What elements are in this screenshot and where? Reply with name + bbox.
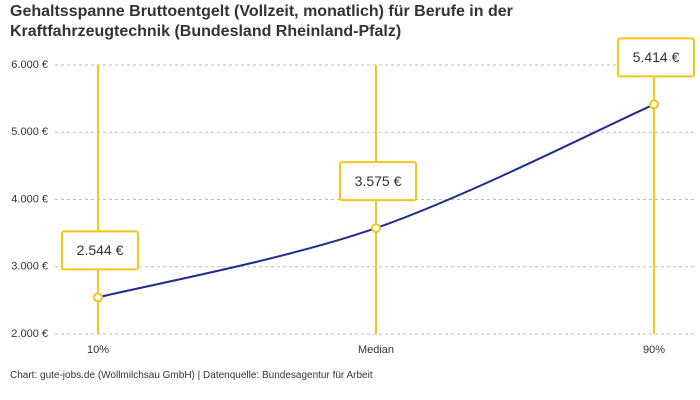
value-label-box bbox=[617, 37, 695, 78]
y-tick-label: 2.000 € bbox=[11, 328, 48, 340]
y-tick-label: 6.000 € bbox=[11, 59, 48, 71]
point bbox=[371, 223, 381, 234]
y-tick-label: 5.000 € bbox=[11, 126, 48, 138]
point bbox=[649, 99, 659, 110]
value-label: 3.575 € bbox=[355, 173, 402, 189]
value-label: 2.544 € bbox=[77, 242, 124, 258]
source-note: Chart: gute-jobs.de (Wollmilchsau GmbH) … bbox=[10, 370, 373, 381]
value-label-box bbox=[339, 161, 417, 202]
point bbox=[93, 292, 103, 303]
chart-title: Gehaltsspanne Bruttoentgelt (Vollzeit, m… bbox=[10, 3, 513, 40]
y-tick-label: 4.000 € bbox=[11, 193, 48, 205]
value-label: 5.414 € bbox=[633, 49, 680, 65]
x-tick-label: 10% bbox=[87, 344, 109, 356]
y-tick-label: 3.000 € bbox=[11, 261, 48, 273]
x-tick-label: Median bbox=[358, 344, 394, 356]
value-label-box bbox=[61, 230, 139, 271]
x-tick-label: 90% bbox=[643, 344, 665, 356]
